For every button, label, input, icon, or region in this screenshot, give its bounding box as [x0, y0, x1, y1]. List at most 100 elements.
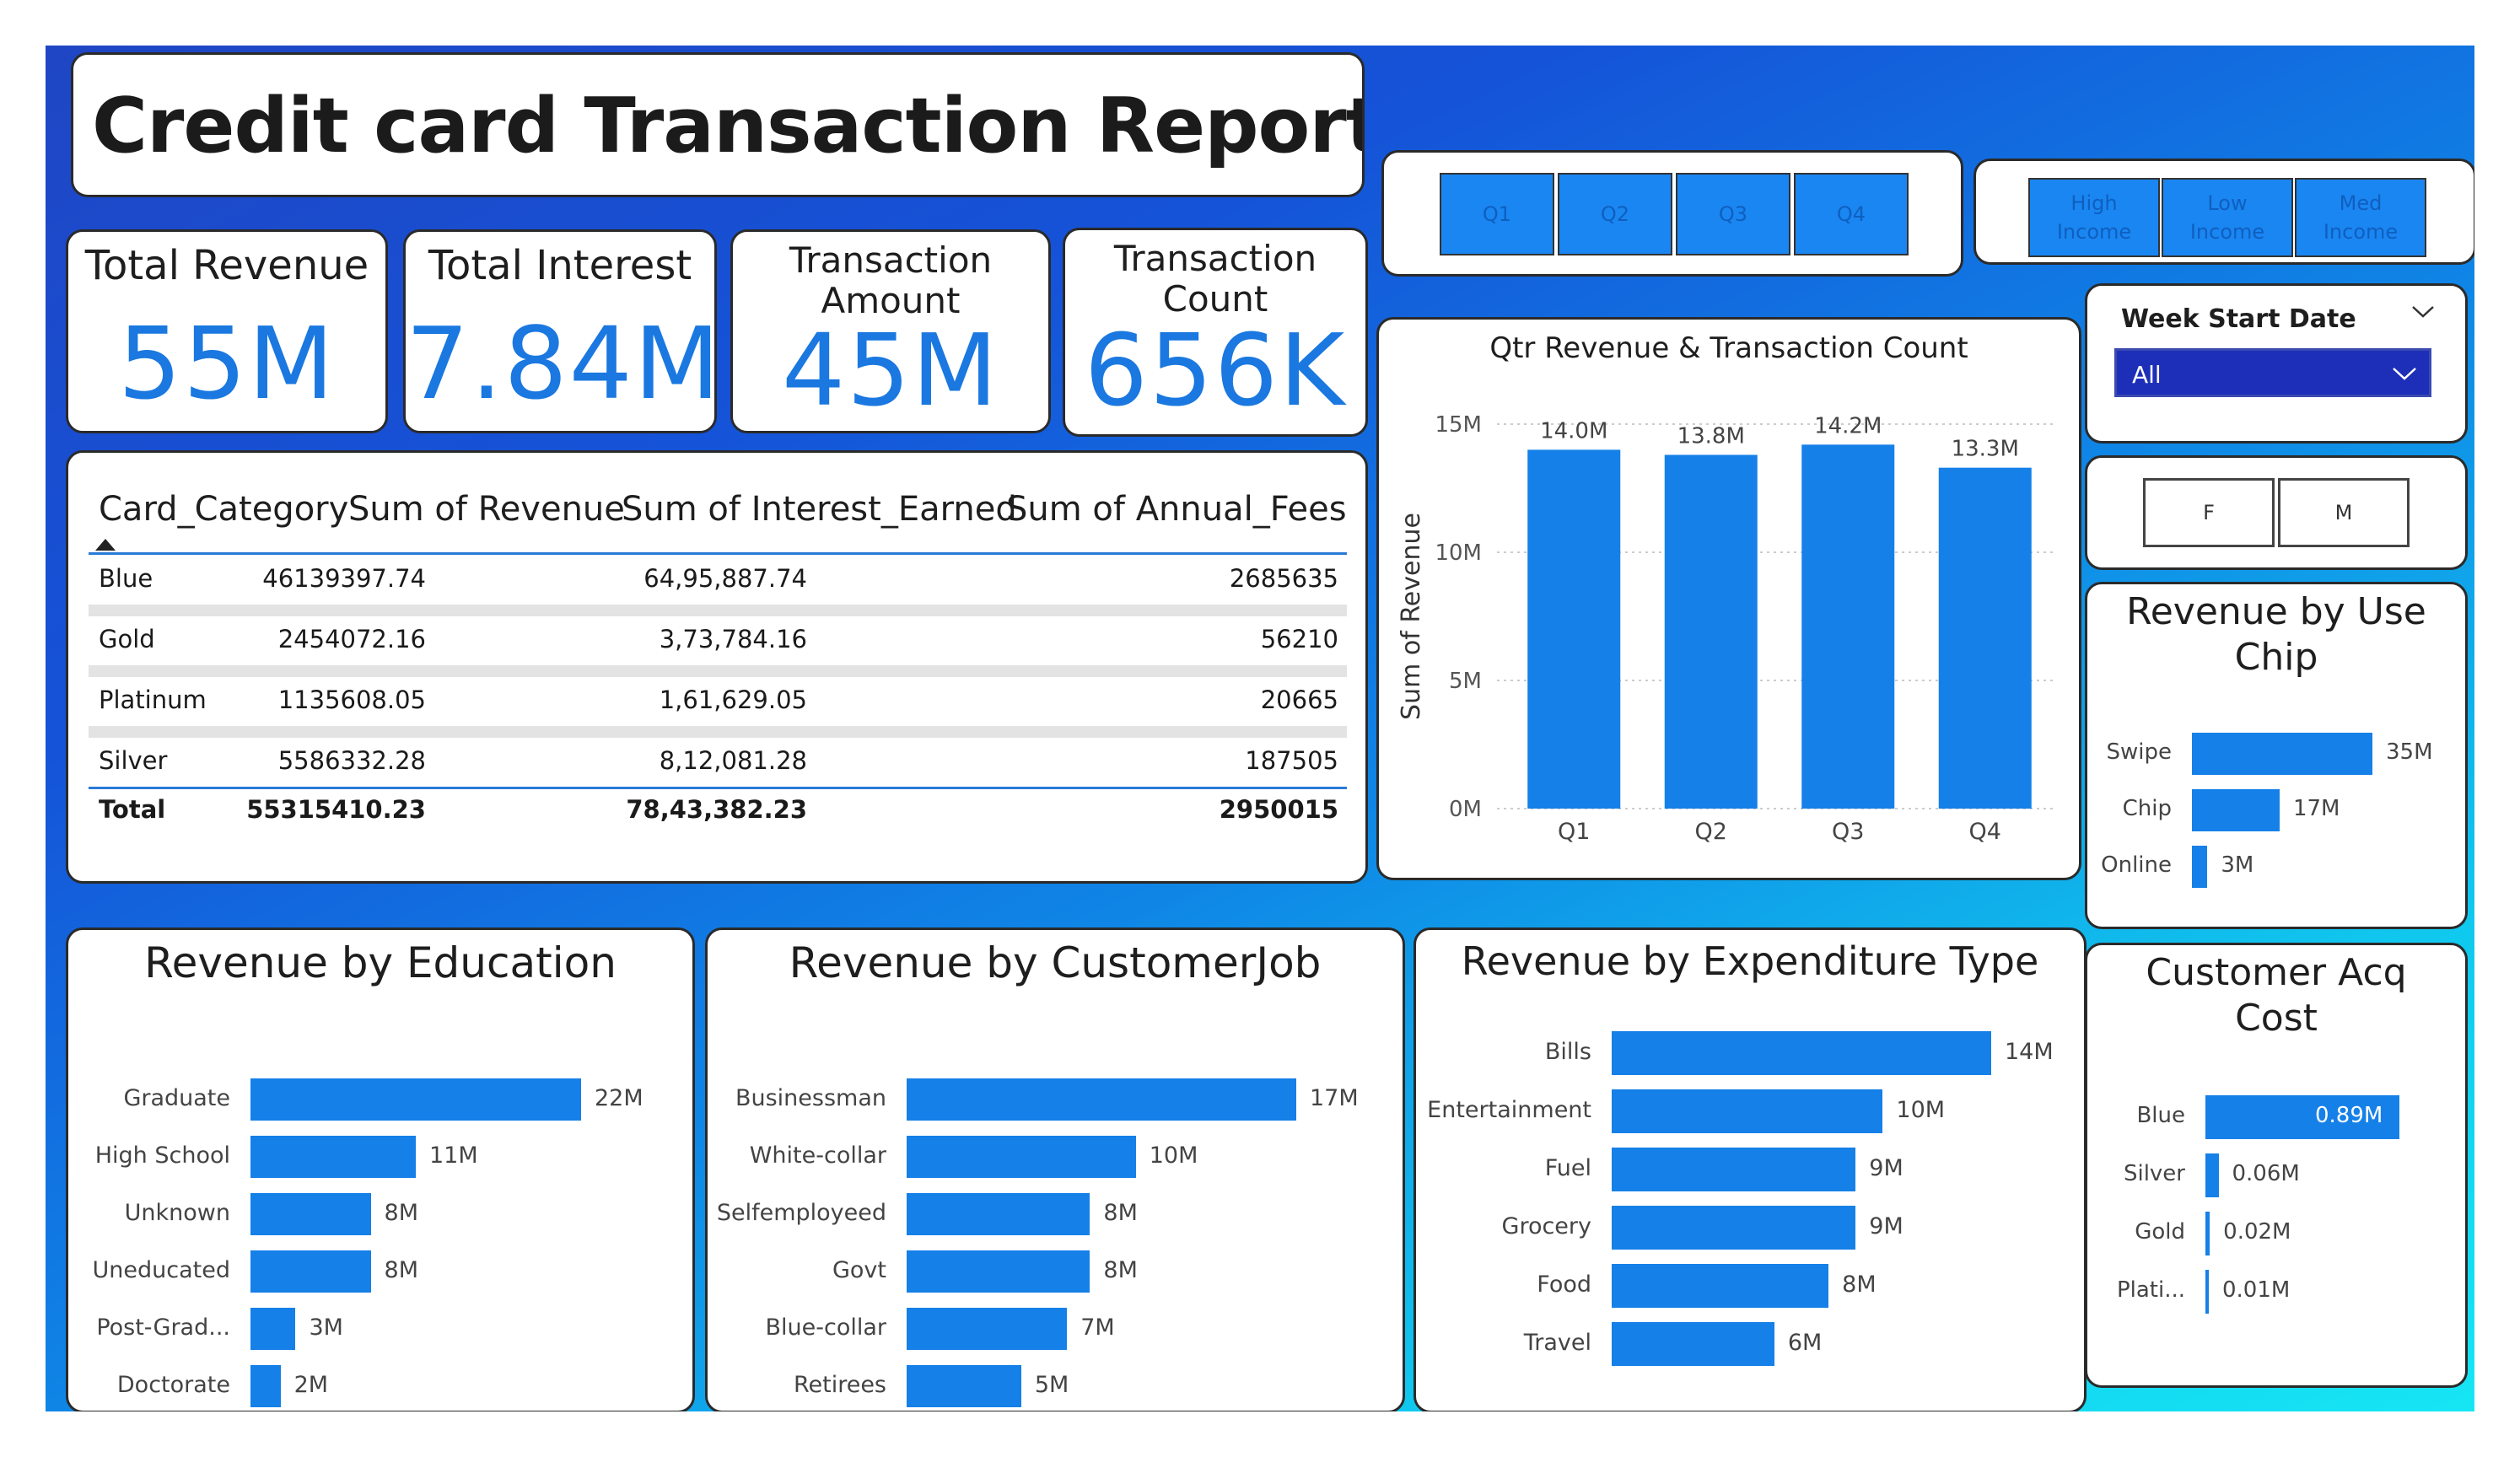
cell: Silver	[99, 746, 168, 775]
dashboard-canvas: Credit card Transaction Report Total Rev…	[46, 46, 2474, 1411]
bar[interactable]	[250, 1078, 581, 1121]
bar[interactable]	[2192, 789, 2280, 831]
table-row[interactable]: Silver 5586332.28 8,12,081.28 187505	[89, 738, 1347, 787]
x-tick-label: Q4	[1969, 819, 2001, 845]
bar[interactable]	[1612, 1148, 1856, 1191]
bar[interactable]	[2205, 1153, 2219, 1197]
column-header[interactable]: Sum of Interest_Earned	[622, 490, 1017, 529]
column-header[interactable]: Sum of Revenue	[348, 490, 625, 529]
quarter-slicer: Q1 Q2 Q3 Q4	[1381, 150, 1963, 277]
kpi-value: 7.84M	[406, 305, 717, 422]
bar[interactable]	[1612, 1206, 1856, 1250]
bar[interactable]	[1612, 1089, 1883, 1133]
column-header[interactable]: Sum of Annual_Fees	[1006, 490, 1347, 529]
week-dropdown[interactable]: All	[2114, 348, 2431, 397]
chevron-down-icon[interactable]	[2411, 304, 2435, 320]
bar-data-label: 10M	[1896, 1097, 1946, 1123]
row-separator	[89, 665, 1347, 677]
kpi-label: Count	[1162, 278, 1268, 320]
bar[interactable]	[1527, 449, 1621, 809]
cell: 20665	[1260, 685, 1338, 714]
bar-category-label: Swipe	[2106, 739, 2173, 765]
y-axis-title: Sum of Revenue	[1397, 513, 1426, 720]
y-tick-label: 10M	[1435, 540, 1482, 566]
bar[interactable]	[1612, 1264, 1829, 1308]
bar[interactable]	[907, 1308, 1068, 1350]
chevron-down-icon	[2393, 368, 2416, 380]
income-slicer: High Income Low Income Med Income	[1973, 159, 2474, 265]
total-divider	[89, 787, 1347, 789]
bar[interactable]	[250, 1308, 296, 1350]
chart-title: Chip	[2234, 636, 2318, 679]
bar[interactable]	[1612, 1322, 1774, 1366]
bar-data-label: 6M	[1787, 1330, 1823, 1356]
bar[interactable]	[250, 1193, 371, 1235]
bar[interactable]	[1801, 444, 1895, 809]
bar[interactable]	[907, 1250, 1090, 1293]
bar[interactable]	[2192, 733, 2372, 775]
kpi-label: Amount	[821, 280, 961, 321]
chart-title: Revenue by Use	[2126, 590, 2426, 633]
bar[interactable]	[250, 1365, 281, 1407]
kpi-label: Total Revenue	[84, 242, 369, 289]
cell: 1,61,629.05	[659, 685, 807, 714]
bar[interactable]	[907, 1078, 1296, 1121]
bar-data-label: 9M	[1869, 1213, 1903, 1239]
cell: 8,12,081.28	[659, 746, 807, 775]
bar[interactable]	[1612, 1031, 1991, 1075]
y-tick-label: 0M	[1449, 797, 1482, 822]
table-row[interactable]: Platinum 1135608.05 1,61,629.05 20665	[89, 677, 1347, 726]
bar-data-label: 11M	[429, 1142, 478, 1169]
cell: 5586332.28	[277, 746, 426, 775]
page-title: Credit card Transaction Report	[92, 82, 1365, 170]
bar-category-label: Businessman	[735, 1085, 886, 1111]
bar[interactable]	[2205, 1270, 2209, 1314]
bar[interactable]	[2192, 846, 2208, 888]
slicer-q2[interactable]: Q2	[1558, 173, 1672, 255]
bar-category-label: Bills	[1544, 1039, 1591, 1065]
slicer-f[interactable]: F	[2143, 478, 2275, 547]
bar[interactable]	[2205, 1095, 2399, 1139]
bar-data-label: 8M	[384, 1200, 419, 1226]
x-tick-label: Q1	[1558, 819, 1590, 845]
cell: 2950015	[1219, 795, 1338, 824]
bar-data-label: 13.3M	[1952, 437, 2019, 462]
bar[interactable]	[907, 1136, 1136, 1178]
sort-ascending-icon[interactable]	[95, 539, 116, 551]
bar[interactable]	[1664, 454, 1758, 809]
slicer-med-income[interactable]: Med Income	[2295, 178, 2426, 257]
row-separator	[89, 726, 1347, 738]
title-card: Credit card Transaction Report	[71, 52, 1365, 197]
slicer-m[interactable]: M	[2278, 478, 2410, 547]
bar-category-label: White-collar	[749, 1142, 886, 1169]
column-header[interactable]: Card_Category	[99, 490, 349, 529]
bar[interactable]	[250, 1250, 371, 1293]
bar[interactable]	[907, 1365, 1021, 1407]
bar-data-label: 3M	[2221, 852, 2254, 878]
bar[interactable]	[1938, 467, 2032, 809]
kpi-total-interest: Total Interest 7.84M	[403, 229, 717, 433]
card-category-table: Card_Category Sum of Revenue Sum of Inte…	[66, 450, 1368, 884]
qtr-chart-svg: Sum of Revenue 0M 5M 10M 15M 14.0M Q1 13.8M Q2 14…	[1397, 412, 2054, 845]
chart-title: Customer Acq	[2146, 951, 2407, 994]
slicer-q4[interactable]: Q4	[1794, 173, 1909, 255]
bar-category-label: Unknown	[124, 1200, 230, 1226]
table-row[interactable]: Gold 2454072.16 3,73,784.16 56210	[89, 616, 1347, 665]
bar[interactable]	[2205, 1212, 2210, 1255]
slicer-high-income[interactable]: High Income	[2028, 178, 2160, 257]
bar-category-label: Fuel	[1544, 1155, 1591, 1181]
bar[interactable]	[907, 1193, 1090, 1235]
bar-data-label: 10M	[1149, 1142, 1198, 1169]
bar-data-label: 17M	[2292, 796, 2340, 821]
table-total-row: Total 55315410.23 78,43,382.23 2950015	[89, 787, 1347, 836]
slicer-q3[interactable]: Q3	[1676, 173, 1790, 255]
slicer-q1[interactable]: Q1	[1440, 173, 1554, 255]
revenue-by-customerjob-chart: Revenue by CustomerJob Businessman 17M Whi…	[705, 927, 1405, 1411]
table-row[interactable]: Blue 46139397.74 64,95,887.74 2685635	[89, 556, 1347, 605]
bar[interactable]	[250, 1136, 416, 1178]
bar-data-label: 22M	[595, 1085, 643, 1111]
slicer-low-income[interactable]: Low Income	[2162, 178, 2293, 257]
bar-data-label: 0.89M	[2315, 1103, 2383, 1128]
cell: 64,95,887.74	[643, 564, 807, 593]
revenue-by-expenditure-type-chart: Revenue by Expenditure Type Bills 14M Ente…	[1413, 927, 2087, 1411]
